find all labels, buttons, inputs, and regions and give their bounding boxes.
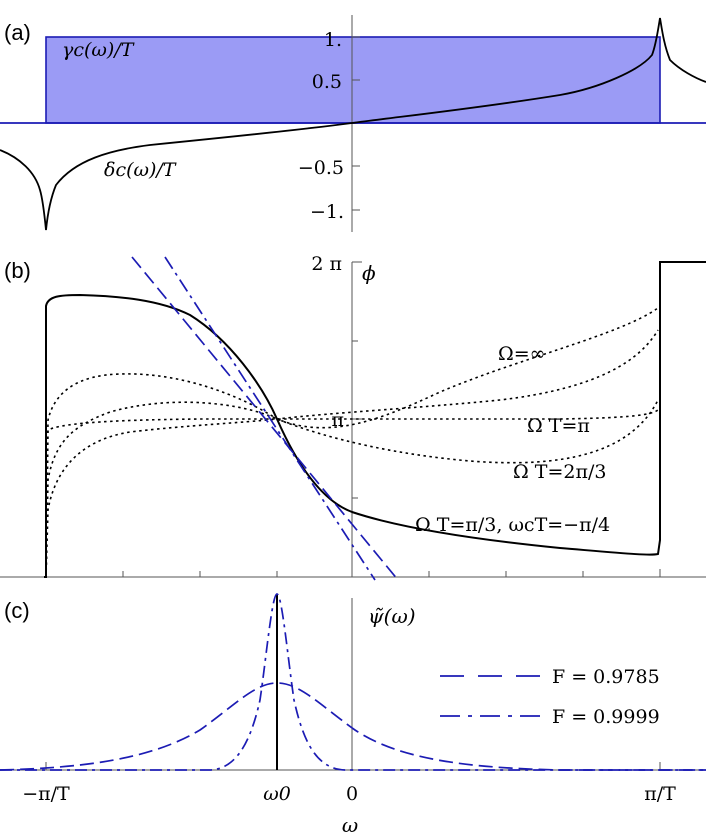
x-axis-label: ω [342, 813, 358, 837]
tangent-dashdot [164, 256, 376, 581]
xticks-c [45, 762, 661, 770]
ytick-label-a-05: 0.5 [312, 71, 342, 93]
label-omega-2pi3: Ω T=2π/3 [513, 461, 606, 483]
panel-c-label: (c) [4, 598, 30, 623]
panel-a-label: (a) [4, 20, 31, 45]
legend: F = 0.9785 F = 0.9999 [440, 666, 660, 728]
ytick-label-a-1: 1. [324, 29, 342, 51]
xtick-omega0: ω0 [263, 783, 291, 805]
ytick-label-b-pi: π [332, 409, 345, 431]
curve-f-09999 [0, 593, 706, 771]
delta-label: δc(ω)/T [104, 159, 177, 181]
curve-omega-top [45, 307, 659, 578]
panel-b: (b) 2 π π ϕ [0, 253, 706, 581]
gamma-label: γc(ω)/T [62, 39, 135, 61]
panel-a: (a) 1. 0.5 −0.5 −1. γc(ω)/T δc(ω)/T [0, 15, 706, 232]
psi-label: ψ̃(ω) [368, 604, 416, 628]
legend-label-f1: F = 0.9785 [552, 666, 660, 688]
curve-omega-pi [45, 399, 659, 578]
tangent-dashed [131, 256, 399, 581]
xtick-zero: 0 [346, 783, 358, 805]
label-omega-inf: Ω=∞ [498, 343, 546, 365]
xticks-b [45, 569, 661, 577]
ytick-label-b-2pi: 2 π [311, 253, 342, 275]
label-omega-pi3: Ω T=π/3, ωcT=−π/4 [415, 514, 610, 536]
xtick-minus-pi: −π/T [22, 783, 70, 805]
curve-f-09785 [0, 682, 706, 771]
panel-c: (c) ψ̃(ω) F = 0.9785 F = 0.9999 −π/T ω0 … [0, 593, 706, 837]
ytick-label-a-m1: −1. [310, 201, 344, 223]
delta-curve [0, 17, 706, 231]
label-omega-pi: Ω T=π [527, 415, 590, 437]
legend-label-f2: F = 0.9999 [552, 706, 660, 728]
ytick-label-a-m05: −0.5 [298, 157, 344, 179]
curve-omega-pi3 [44, 261, 706, 578]
phi-label: ϕ [362, 261, 376, 285]
xtick-pi: π/T [644, 783, 676, 805]
curve-omega-2pi3 [45, 329, 659, 578]
curve-omega-inf [45, 409, 659, 578]
panel-b-label: (b) [4, 258, 31, 283]
